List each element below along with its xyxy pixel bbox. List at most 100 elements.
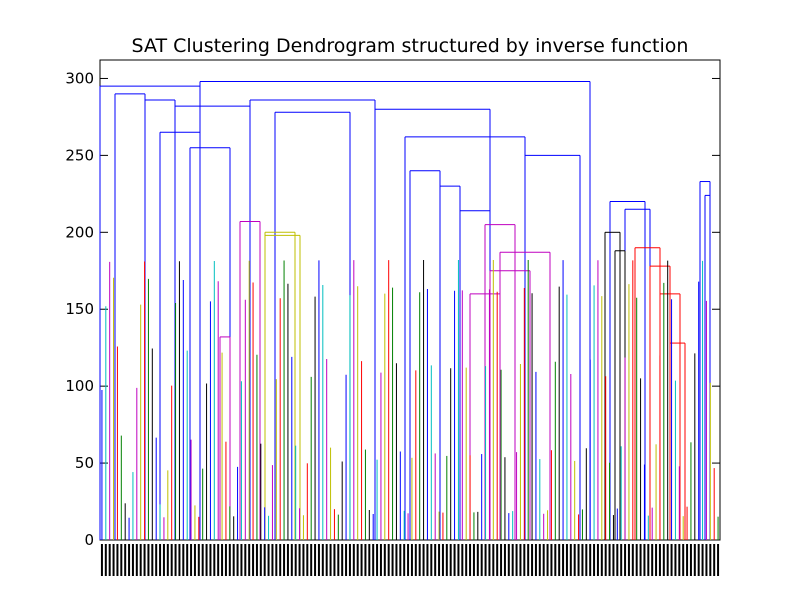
leaf-label: [170, 544, 173, 576]
leaf-label: [701, 544, 704, 576]
dendrogram-link: [669, 342, 686, 540]
dendrogram-link: [219, 336, 231, 540]
leaf-label: [531, 544, 534, 576]
leaf-label: [112, 544, 115, 576]
leaf-label: [554, 544, 557, 576]
leaf-label: [131, 544, 134, 576]
leaf-label: [217, 544, 220, 576]
leaf-label: [414, 544, 417, 576]
dendrogram-link: [439, 185, 461, 540]
dendrogram-link: [249, 99, 376, 540]
leaf-label: [197, 544, 200, 576]
leaf-label: [391, 544, 394, 576]
leaf-label: [658, 544, 661, 576]
leaf-label: [314, 544, 317, 576]
leaf-label: [500, 544, 503, 576]
leaf-label: [449, 544, 452, 576]
leaf-label: [317, 544, 320, 576]
y-tick-label: 0: [84, 531, 94, 549]
leaf-label: [488, 544, 491, 576]
dendrogram-link: [239, 221, 261, 540]
leaf-label: [635, 544, 638, 576]
leaf-label: [569, 544, 572, 576]
leaf-label: [275, 544, 278, 576]
leaf-label: [678, 544, 681, 576]
leaf-label: [395, 544, 398, 576]
leaf-label: [236, 544, 239, 576]
leaf-label: [686, 544, 689, 576]
leaf-label: [616, 544, 619, 576]
leaf-label: [546, 544, 549, 576]
leaf-label: [426, 544, 429, 576]
y-tick-label: 250: [65, 146, 94, 164]
leaf-label: [267, 544, 270, 576]
leaf-label: [705, 544, 708, 576]
leaf-label: [457, 544, 460, 576]
leaf-label: [174, 544, 177, 576]
dendrogram-link: [404, 136, 526, 540]
y-tick-label: 50: [75, 454, 94, 472]
leaf-label: [341, 544, 344, 576]
leaf-label: [496, 544, 499, 576]
leaf-label: [224, 544, 227, 576]
leaf-label: [480, 544, 483, 576]
leaf-label: [484, 544, 487, 576]
leaf-label: [573, 544, 576, 576]
leaf-label: [364, 544, 367, 576]
leaf-label: [434, 544, 437, 576]
dendrogram-link: [199, 81, 591, 540]
leaf-label: [523, 544, 526, 576]
leaf-label: [228, 544, 231, 576]
leaf-label: [558, 544, 561, 576]
leaf-label: [596, 544, 599, 576]
leaf-label: [290, 544, 293, 576]
leaf-label: [709, 544, 712, 576]
leaf-label: [608, 544, 611, 576]
leaf-label: [562, 544, 565, 576]
leaf-label: [232, 544, 235, 576]
leaf-label: [120, 544, 123, 576]
leaf-label: [162, 544, 165, 576]
leaf-label: [240, 544, 243, 576]
leaf-label: [104, 544, 107, 576]
leaf-label: [492, 544, 495, 576]
y-tick-label: 200: [65, 223, 94, 241]
leaf-label: [465, 544, 468, 576]
leaf-label: [577, 544, 580, 576]
leaf-label: [627, 544, 630, 576]
leaf-label: [128, 544, 131, 576]
leaf-label: [399, 544, 402, 576]
leaf-labels: [100, 260, 720, 576]
dendrogram-link: [524, 154, 581, 540]
leaf-label: [693, 544, 696, 576]
leaf-label: [248, 544, 251, 576]
leaf-label: [116, 544, 119, 576]
dendrogram-link: [159, 131, 201, 540]
leaf-label: [337, 544, 340, 576]
leaf-label: [387, 544, 390, 576]
leaf-label: [244, 544, 247, 576]
leaf-label: [445, 544, 448, 576]
leaf-label: [186, 544, 189, 576]
leaf-label: [360, 544, 363, 576]
leaf-label: [376, 544, 379, 576]
leaf-label: [527, 544, 530, 576]
leaf-label: [600, 544, 603, 576]
leaf-label: [321, 544, 324, 576]
leaf-label: [372, 544, 375, 576]
dendrogram-link: [174, 105, 251, 540]
leaf-label: [472, 544, 475, 576]
leaf-label: [612, 544, 615, 576]
leaf-label: [306, 544, 309, 576]
leaf-label: [271, 544, 274, 576]
dendrogram-link: [704, 194, 711, 540]
leaf-label: [655, 544, 658, 576]
leaf-label: [697, 544, 700, 576]
leaf-label: [581, 544, 584, 576]
leaf-label: [624, 544, 627, 576]
leaf-label: [155, 544, 158, 576]
leaf-label: [151, 544, 154, 576]
leaf-label: [410, 544, 413, 576]
leaf-label: [519, 544, 522, 576]
leaf-label: [259, 544, 262, 576]
